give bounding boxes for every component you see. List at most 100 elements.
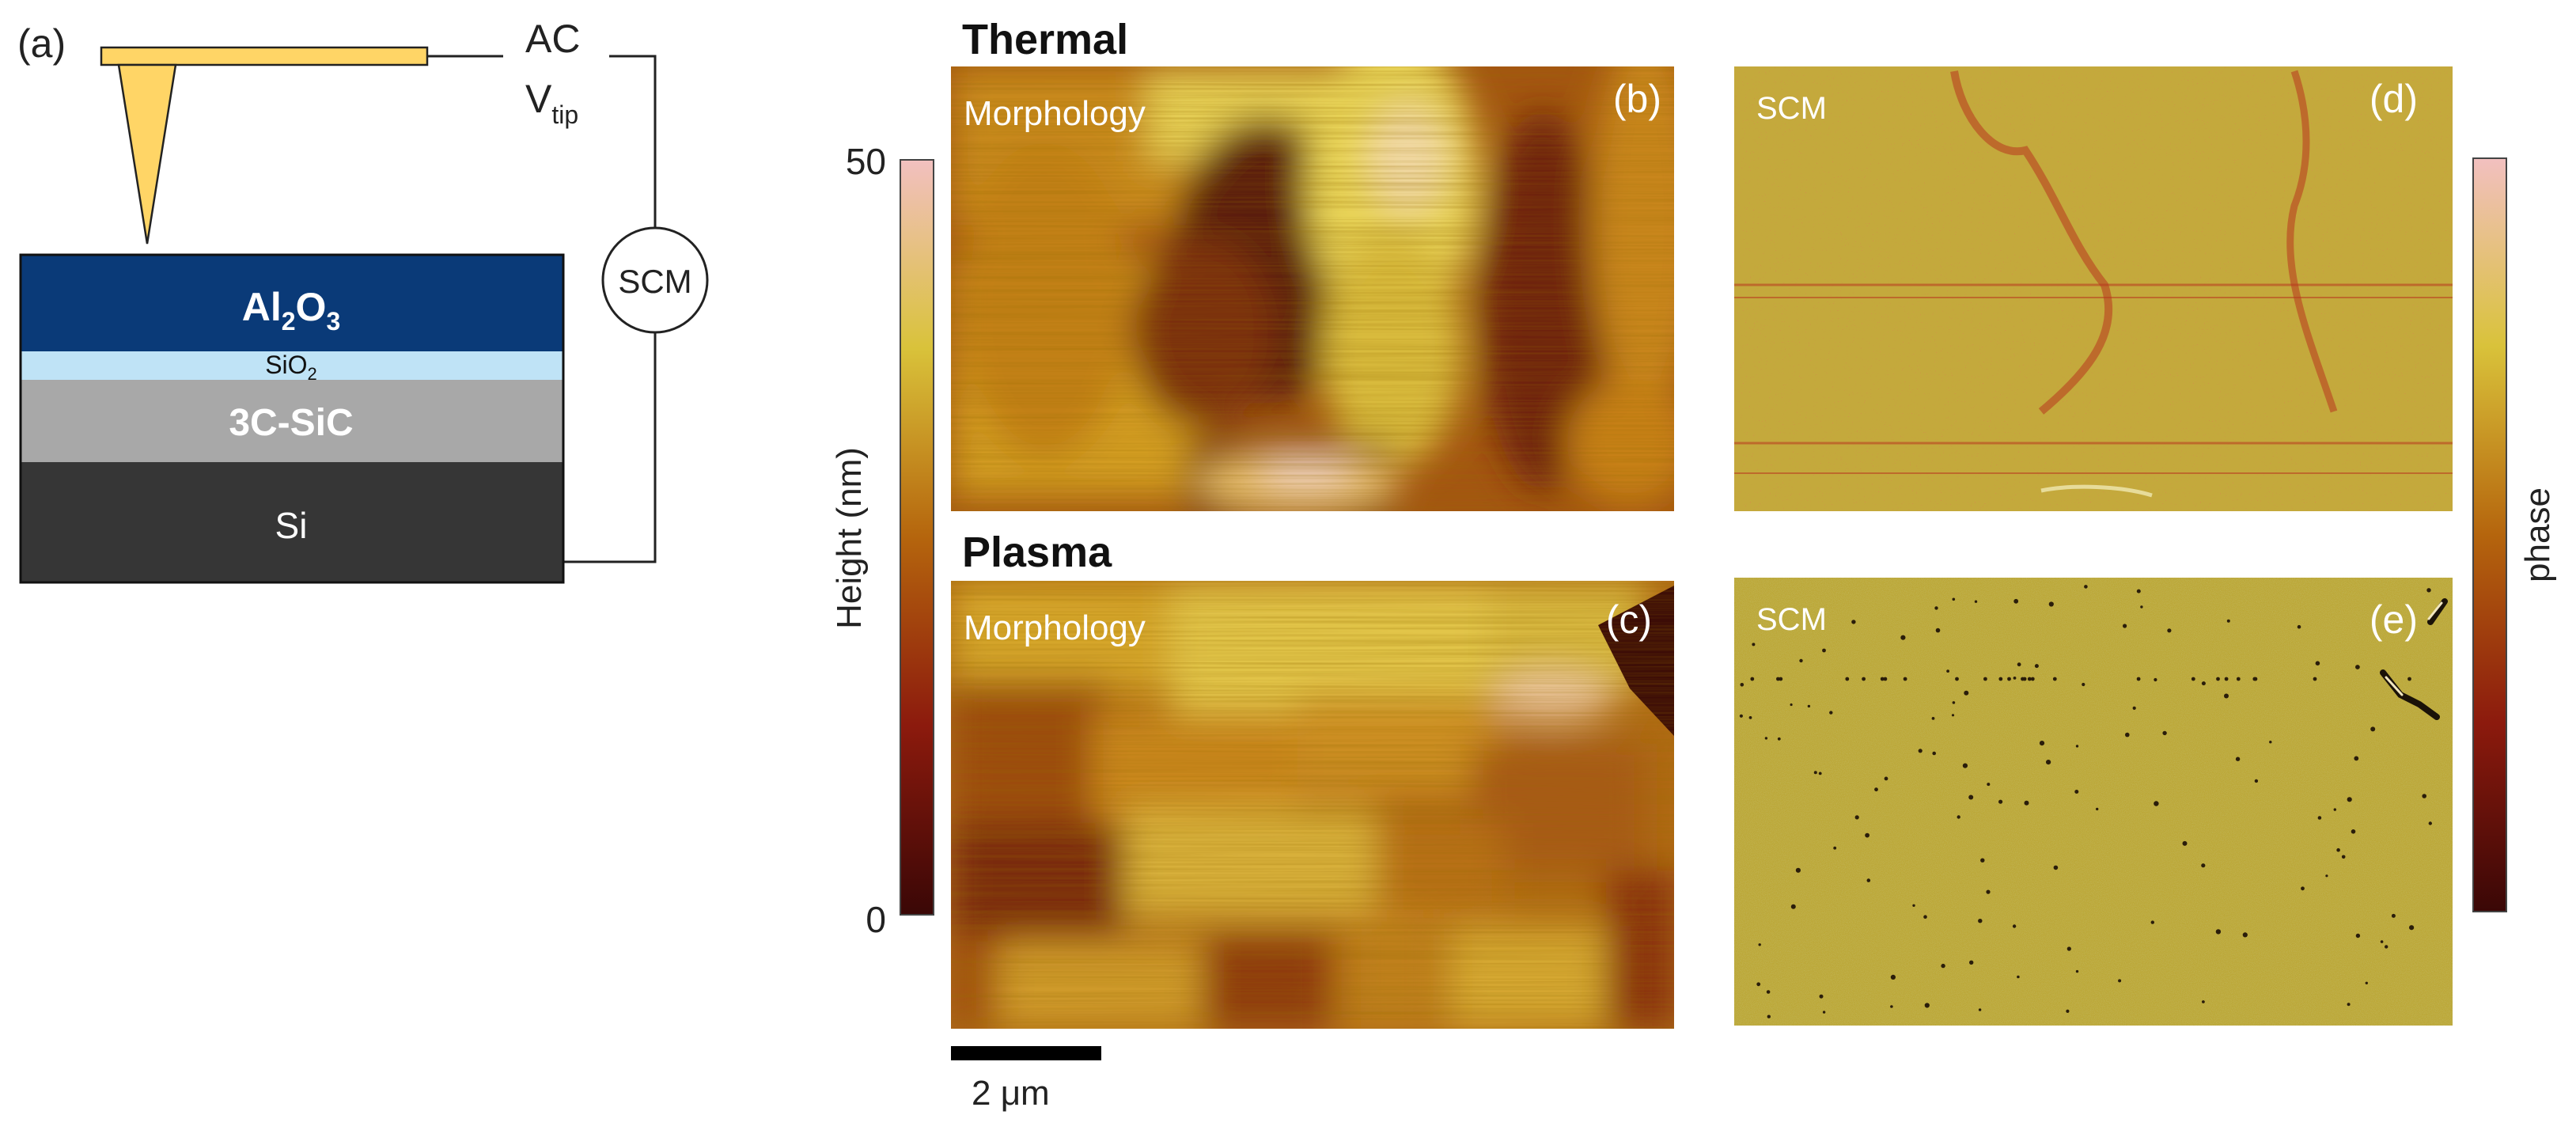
defect-dot <box>2123 624 2127 628</box>
defect-dot <box>2202 1000 2205 1003</box>
defect-dot <box>1874 787 1878 792</box>
panel-d-title: SCM <box>1756 91 1827 126</box>
layer-sio2 <box>21 351 563 380</box>
defect-dot <box>2034 664 2039 669</box>
defect-dot <box>2224 677 2229 681</box>
defect-dot <box>2355 933 2361 939</box>
panel-c-label: (c) <box>1606 597 1652 642</box>
scale-bar-label: 2 μm <box>972 1074 1050 1113</box>
defect-dot <box>2154 677 2157 682</box>
defect-dot <box>1890 1005 1893 1008</box>
defect-dot <box>1865 832 1870 838</box>
defect-dot <box>2118 979 2122 983</box>
defect-dot <box>2385 945 2388 949</box>
defect-dot <box>1819 994 1824 999</box>
defect-dot <box>2191 677 2195 681</box>
phase-colorbar-gradient <box>2472 157 2507 912</box>
defect-dot <box>1983 677 1987 681</box>
defect-dot <box>1923 915 1927 919</box>
cantilever <box>100 46 429 66</box>
defect-dot <box>2066 1009 2070 1013</box>
defect-dot <box>1752 643 1756 647</box>
defect-dot <box>2252 677 2257 681</box>
defect-dot <box>2048 601 2054 607</box>
panel-c-morphology-image <box>951 581 1674 1029</box>
defect-dot <box>1969 960 1974 965</box>
layer-stack-border <box>19 253 565 584</box>
defect-dot <box>1777 737 1781 741</box>
defect-dot <box>2428 821 2432 825</box>
defect-dot <box>2125 732 2130 738</box>
defect-dot <box>1918 749 1923 753</box>
defect-dot <box>1974 600 1978 603</box>
height-colorbar-min: 0 <box>866 899 886 940</box>
defect-dot <box>1740 683 1744 687</box>
defect-dot <box>1957 815 1960 819</box>
defect-dot <box>2407 677 2411 681</box>
defect-dot <box>2317 816 2322 820</box>
defect-dot <box>2313 677 2317 681</box>
defect-dot <box>1952 597 1956 601</box>
panel-b-label: (b) <box>1613 77 1661 121</box>
defect-dot <box>1822 648 1826 653</box>
row-title-thermal: Thermal <box>962 16 1128 63</box>
defect-dot <box>1952 701 1956 704</box>
defect-dot <box>1884 776 1888 781</box>
defect-dot <box>1790 703 1793 707</box>
defect-dot <box>1739 714 1743 718</box>
defect-dot <box>2154 801 2159 806</box>
defect-dot <box>2150 920 2154 924</box>
panel-c-title: Morphology <box>964 609 1146 647</box>
defect-dot <box>1766 990 1771 994</box>
defect-dot <box>2021 677 2025 681</box>
panel-b-morphology-image <box>951 66 1674 511</box>
defect-dot <box>1795 867 1801 873</box>
panel-a-label: (a) <box>17 21 66 66</box>
defect-dot <box>2226 619 2230 623</box>
defect-dot <box>2136 677 2141 681</box>
defect-dot <box>2409 925 2415 931</box>
defect-dot <box>1776 677 1780 681</box>
defect-dot <box>2084 585 2088 589</box>
layer-al2o3 <box>21 255 563 351</box>
defect-dot <box>2140 605 2143 609</box>
defect-dot <box>1932 751 1936 756</box>
defect-dot <box>2096 807 2099 811</box>
defect-dot <box>1962 763 1968 768</box>
defect-dot <box>1912 904 1915 908</box>
defect-dot <box>1807 704 1811 708</box>
defect-dot <box>2201 681 2206 686</box>
defect-dot <box>2039 741 2045 746</box>
defect-dot <box>1866 878 1871 882</box>
defect-dot <box>1818 772 1822 775</box>
defect-dot <box>1968 794 1974 800</box>
panel-d-label: (d) <box>2370 77 2418 121</box>
defect-dot <box>1779 677 1783 681</box>
defect-dot <box>2075 969 2079 973</box>
defect-dot <box>1924 1003 1930 1008</box>
defect-dot <box>2027 677 2032 681</box>
defect-dot <box>1946 669 1950 673</box>
si-label: Si <box>275 505 308 546</box>
defect-dot <box>1883 677 1888 681</box>
defect-dot <box>2030 677 2035 681</box>
defect-dot <box>1998 677 2003 681</box>
defect-dot <box>2370 726 2376 732</box>
defect-dot <box>1955 677 1959 681</box>
defect-dot <box>2365 981 2368 985</box>
circuit-wire-right <box>609 55 657 228</box>
defect-dot <box>1813 771 1817 775</box>
panel-a-schematic: (a) SCM AC Vtip Al2O3 SiO2 3C-SiC Si <box>17 17 709 584</box>
defect-dot <box>1862 677 1866 681</box>
height-colorbar-gradient <box>900 159 934 916</box>
defect-dot <box>2297 624 2301 629</box>
defect-dot <box>2380 940 2384 943</box>
circuit-wire-bottom <box>563 332 657 563</box>
defect-dot <box>1964 690 1969 696</box>
defect-dot <box>1931 717 1935 720</box>
sic-label: 3C-SiC <box>229 402 353 444</box>
panel-b-title: Morphology <box>964 94 1146 133</box>
height-colorbar: 50 0 Height (nm) <box>830 141 934 940</box>
defect-dot <box>2333 808 2336 811</box>
